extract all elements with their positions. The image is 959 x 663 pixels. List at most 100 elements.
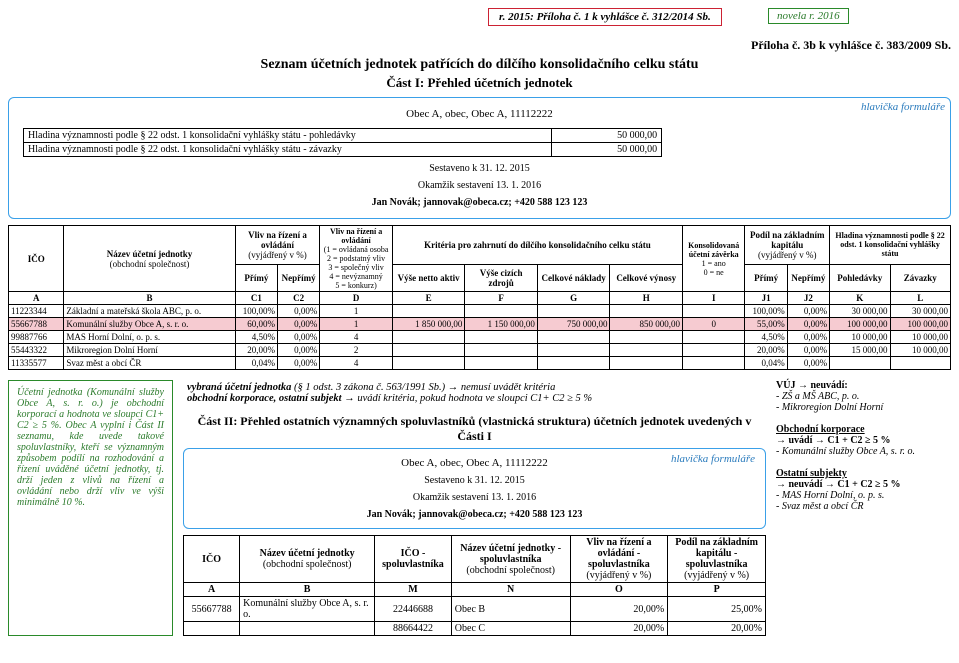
col-nazev: Název účetní jednotky(obchodní společnos… xyxy=(64,226,235,292)
cell: 0 xyxy=(682,318,744,331)
obk-header: Obchodní korporace xyxy=(776,424,951,435)
cell: Komunální služby Obce A, s. r. o. xyxy=(240,597,375,622)
cell xyxy=(465,357,538,370)
cell: 2 xyxy=(320,344,393,357)
column-letter: D xyxy=(320,292,393,305)
cell xyxy=(392,344,465,357)
cell xyxy=(392,331,465,344)
table-row: 55443322Mikroregion Dolní Horní20,00%0,0… xyxy=(9,344,951,357)
cell xyxy=(610,357,683,370)
cell xyxy=(537,344,610,357)
cell xyxy=(682,357,744,370)
cell: 1 xyxy=(320,305,393,318)
cell: 0,00% xyxy=(787,357,829,370)
col-podil: Podíl na základním kapitálu(vyjádřený v … xyxy=(745,226,830,265)
col-naklady: Celkové náklady xyxy=(537,264,610,291)
cell: 55667788 xyxy=(184,597,240,622)
cell xyxy=(830,357,890,370)
red-annotation-box: r. 2015: Příloha č. 1 k vyhlášce č. 312/… xyxy=(488,8,722,26)
table-row: 11335577Svaz měst a obcí ČR0,04%0,00%40,… xyxy=(9,357,951,370)
cell: 0,00% xyxy=(787,331,829,344)
column-letter: I xyxy=(682,292,744,305)
cell: 100 000,00 xyxy=(890,318,951,331)
col-cizi: Výše cizích zdrojů xyxy=(465,264,538,291)
ost-item: - Svaz měst a obcí ČR xyxy=(776,501,951,512)
priloha-reference: Příloha č. 3b k vyhlášce č. 383/2009 Sb. xyxy=(8,38,951,53)
cell xyxy=(610,305,683,318)
table-row: Hladina významnosti podle § 22 odst. 1 k… xyxy=(24,143,662,157)
p2-col-vliv-sp: Vliv na řízení a ovládání - spoluvlastní… xyxy=(570,536,668,583)
cell: 100 000,00 xyxy=(830,318,890,331)
cell: 4,50% xyxy=(235,331,277,344)
cell: 0,00% xyxy=(277,305,319,318)
ost-item: - MAS Horní Dolní, o. p. s. xyxy=(776,490,951,501)
column-letter: B xyxy=(240,583,375,597)
cell: 10 000,00 xyxy=(830,331,890,344)
cell: 0,00% xyxy=(787,318,829,331)
cell: 0,00% xyxy=(277,357,319,370)
table-row: 88664422Obec C20,00%20,00% xyxy=(184,622,766,636)
col-vliv-rizeni: Vliv na řízení a ovládání(vyjádřený v %) xyxy=(235,226,320,265)
cell: 10 000,00 xyxy=(890,344,951,357)
cell: Svaz měst a obcí ČR xyxy=(64,357,235,370)
column-letters-row: ABMNOP xyxy=(184,583,766,597)
cell: 0,00% xyxy=(277,344,319,357)
cell: 4,50% xyxy=(745,331,787,344)
column-letter: H xyxy=(610,292,683,305)
threshold-label: Hladina významnosti podle § 22 odst. 1 k… xyxy=(24,129,552,143)
cell: 0,00% xyxy=(277,331,319,344)
column-letter: G xyxy=(537,292,610,305)
entity-line-2: Obec A, obec, Obec A, 11112222 xyxy=(196,457,753,469)
col-hladina: Hladina významnosti podle § 22 odst. 1 k… xyxy=(830,226,951,265)
green-annotation-box: novela r. 2016 xyxy=(768,8,849,24)
p2-col-nazev: Název účetní jednotky(obchodní společnos… xyxy=(240,536,375,583)
obk-item: - Komunální služby Obce A, s. r. o. xyxy=(776,446,951,457)
column-letter: F xyxy=(465,292,538,305)
col-pohledavky: Pohledávky xyxy=(830,264,890,291)
cell: Obec C xyxy=(451,622,570,636)
form-header-box-2: Obec A, obec, Obec A, 11112222 Sestaveno… xyxy=(183,448,766,529)
table-row: Hladina významnosti podle § 22 odst. 1 k… xyxy=(24,129,662,143)
column-letter: O xyxy=(570,583,668,597)
cell: 0,00% xyxy=(277,318,319,331)
col-zavazky: Závazky xyxy=(890,264,951,291)
cell: 11335577 xyxy=(9,357,64,370)
column-letter: C2 xyxy=(277,292,319,305)
cell: 20,00% xyxy=(668,622,766,636)
cell: 88664422 xyxy=(375,622,452,636)
cell xyxy=(682,344,744,357)
table-row: 55667788Komunální služby Obce A, s. r. o… xyxy=(9,318,951,331)
header-label-2: hlavička formuláře xyxy=(671,453,755,465)
cell xyxy=(392,357,465,370)
cell xyxy=(537,357,610,370)
col-konsol: Konsolidovaná účetní závěrka1 = ano 0 = … xyxy=(682,226,744,292)
cell: 4 xyxy=(320,331,393,344)
col-primy: Přímý xyxy=(235,264,277,291)
cell: 30 000,00 xyxy=(830,305,890,318)
table-row: 11223344Základní a mateřská škola ABC, p… xyxy=(9,305,951,318)
cell xyxy=(392,305,465,318)
cell xyxy=(184,622,240,636)
ost-header: Ostatní subjekty xyxy=(776,468,951,479)
cell xyxy=(890,357,951,370)
col-vynosy: Celkové výnosy xyxy=(610,264,683,291)
cell: 850 000,00 xyxy=(610,318,683,331)
cell: 1 150 000,00 xyxy=(465,318,538,331)
part1-table: IČO Název účetní jednotky(obchodní spole… xyxy=(8,225,951,370)
cell xyxy=(537,305,610,318)
cell xyxy=(537,331,610,344)
author-contact-2: Jan Novák; jannovak@obeca.cz; +420 588 1… xyxy=(196,509,753,520)
threshold-value: 50 000,00 xyxy=(552,143,662,157)
cell: 22446688 xyxy=(375,597,452,622)
cell: 4 xyxy=(320,357,393,370)
cell: 11223344 xyxy=(9,305,64,318)
col-neprimy2: Nepřímý xyxy=(787,264,829,291)
cell: Základní a mateřská škola ABC, p. o. xyxy=(64,305,235,318)
column-letter: A xyxy=(184,583,240,597)
col-vliv-type: Vliv na řízení a ovládání(1 = ovládaná o… xyxy=(320,226,393,292)
cell: 0,00% xyxy=(787,344,829,357)
column-letter: L xyxy=(890,292,951,305)
cell xyxy=(610,331,683,344)
cell: 0,04% xyxy=(745,357,787,370)
column-letters-row: ABC1C2DEFGHIJ1J2KL xyxy=(9,292,951,305)
